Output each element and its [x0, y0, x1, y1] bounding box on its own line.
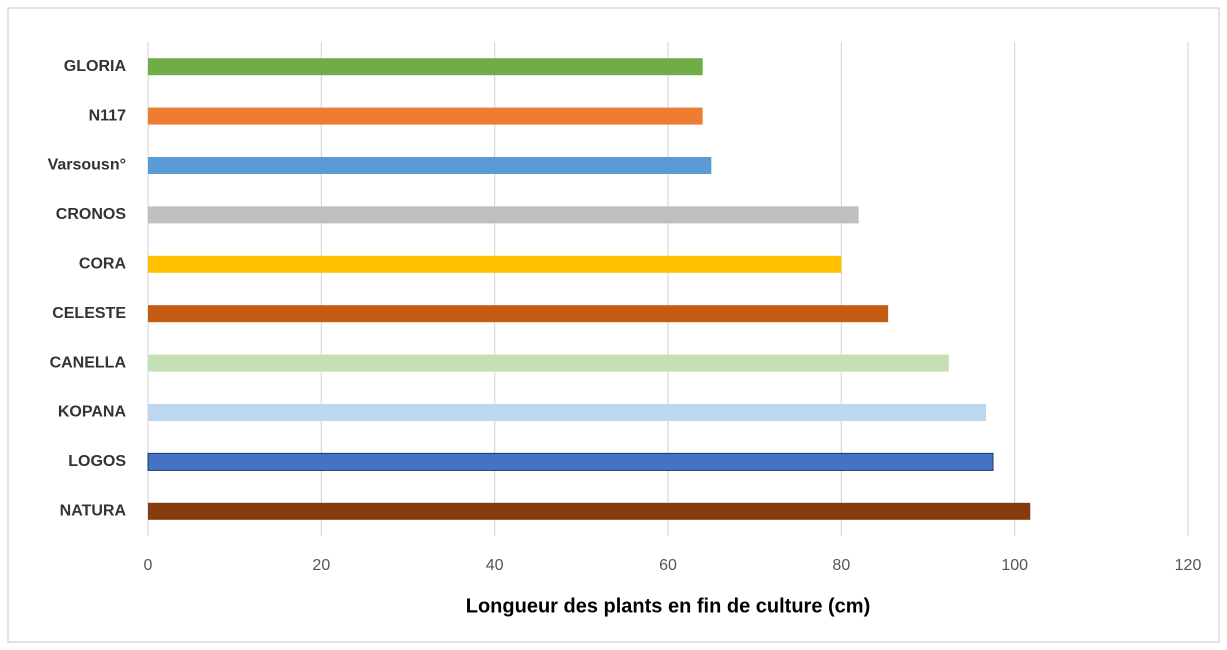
bar [148, 206, 859, 224]
x-tick-label: 40 [486, 557, 504, 574]
y-tick-label: GLORIA [64, 58, 127, 75]
x-axis-title: Longueur des plants en fin de culture (c… [466, 595, 870, 617]
x-tick-label: 80 [832, 557, 850, 574]
chart-frame [7, 7, 1220, 643]
x-tick-label: 0 [144, 557, 153, 574]
y-tick-label: CELESTE [52, 305, 126, 322]
y-tick-label: NATURA [60, 503, 127, 520]
y-tick-label: LOGOS [68, 453, 126, 470]
bar [148, 404, 987, 421]
y-tick-label: CORA [79, 256, 127, 273]
y-tick-label: CRONOS [56, 206, 127, 223]
y-tick-label: Varsousn° [48, 157, 126, 174]
bar [148, 58, 703, 76]
bar [148, 502, 1031, 520]
bar [148, 354, 949, 372]
y-tick-label: CANELLA [50, 354, 127, 371]
x-tick-label: 100 [1001, 557, 1028, 574]
bar [148, 107, 703, 125]
x-tick-label: 60 [659, 557, 677, 574]
bar [148, 255, 842, 273]
x-tick-label: 20 [312, 557, 330, 574]
y-tick-label: N117 [89, 107, 126, 124]
y-tick-label: KOPANA [58, 404, 127, 421]
bar [148, 157, 712, 174]
x-tick-label: 120 [1175, 557, 1202, 574]
bar [148, 305, 889, 323]
bar [147, 452, 994, 471]
